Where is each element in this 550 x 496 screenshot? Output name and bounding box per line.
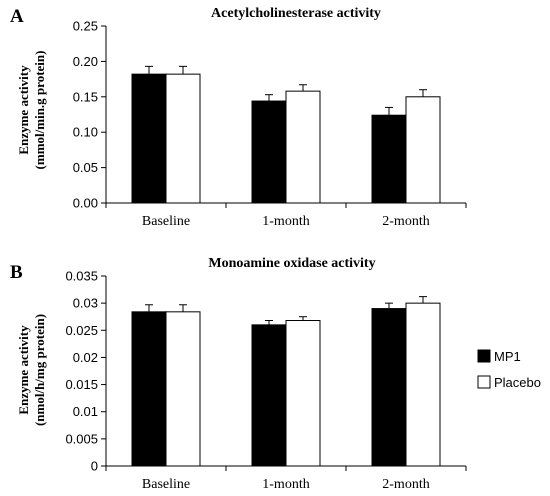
panel-b-bar-mp1-1-month: [251, 324, 287, 467]
legend: MP1 Placebo: [477, 349, 541, 390]
panel-b-y-tick-label: 0.035: [65, 269, 98, 284]
panel-a-y-tick-label: 0.00: [73, 196, 98, 211]
legend-label-mp1: MP1: [494, 349, 521, 364]
panel-b-bar-mp1-2-month: [371, 308, 407, 467]
panel-b-x-tick-label: Baseline: [142, 477, 190, 492]
panel-a-bar-placebo-2-month: [405, 96, 441, 204]
panel-b-y-tick-label: 0.03: [73, 296, 98, 311]
panel-a-x-tick-label: 1-month: [262, 214, 309, 229]
panel-b-y-tick-label: 0.025: [65, 323, 98, 338]
panel-b-plot-area: 0 0.005 0.01 0.015 0.02 0.025 0.03 0.035 Baselin…: [65, 269, 467, 492]
panel-b-chart: B Monoamine oxidase activity Enzyme acti…: [10, 256, 467, 492]
panel-b-x-tick-label: 1-month: [262, 477, 309, 492]
panel-a-bar-placebo-1-month: [285, 90, 321, 204]
panel-a-plot-area: 0.00 0.05 0.10 0.15 0.20 0.25 Baseline 1-month 2…: [73, 19, 467, 229]
panel-a-bar-mp1-1-month: [251, 100, 287, 204]
panel-b-x-tick-label: 2-month: [382, 477, 429, 492]
panel-a-bar-mp1-2-month: [371, 114, 407, 204]
panel-a-letter: A: [10, 6, 24, 27]
panel-a-y-tick-label: 0.20: [73, 54, 98, 69]
panel-a-title: Acetylcholinesterase activity: [211, 6, 381, 21]
panel-b-letter: B: [10, 262, 23, 283]
panel-a-y-label-line1: Enzyme activity: [16, 65, 31, 155]
panel-a-bar-mp1-baseline: [131, 73, 167, 204]
panel-b-bar-mp1-baseline: [131, 311, 167, 467]
panel-b-y-tick-label: 0: [91, 459, 98, 474]
panel-a-x-tick-label: 2-month: [382, 214, 429, 229]
panel-b-title: Monoamine oxidase activity: [208, 256, 375, 271]
panel-a-y-tick-label: 0.15: [73, 89, 98, 104]
panel-b-y-tick-label: 0.005: [65, 431, 98, 446]
panel-a-y-tick-label: 0.10: [73, 125, 98, 140]
panel-b-y-label-line1: Enzyme activity: [16, 325, 31, 415]
panel-b-bar-placebo-baseline: [165, 311, 201, 467]
panel-a-chart: A Acetylcholinesterase activity Enzyme a…: [10, 6, 467, 229]
panel-b-y-tick-label: 0.02: [73, 350, 98, 365]
panel-b-y-axis-label: Enzyme activity (nmol/h/mg protein): [16, 314, 47, 426]
panel-a-y-axis-label: Enzyme activity (mmol/min.g protein): [16, 51, 47, 170]
panel-a-bar-placebo-baseline: [165, 73, 201, 204]
panel-b-bar-placebo-2-month: [405, 302, 441, 467]
panel-b-bar-placebo-1-month: [285, 320, 321, 467]
legend-swatch-placebo: [477, 375, 491, 389]
panel-a-y-tick-label: 0.05: [73, 160, 98, 175]
panel-a-y-tick-label: 0.25: [73, 19, 98, 34]
panel-a-x-tick-label: Baseline: [142, 214, 190, 229]
panel-b-y-tick-label: 0.015: [65, 377, 98, 392]
legend-label-placebo: Placebo: [494, 375, 541, 390]
legend-swatch-mp1: [477, 349, 491, 363]
panel-a-y-label-line2: (mmol/min.g protein): [32, 51, 47, 170]
panel-b-y-tick-label: 0.01: [73, 404, 98, 419]
panel-b-y-label-line2: (nmol/h/mg protein): [32, 314, 47, 426]
